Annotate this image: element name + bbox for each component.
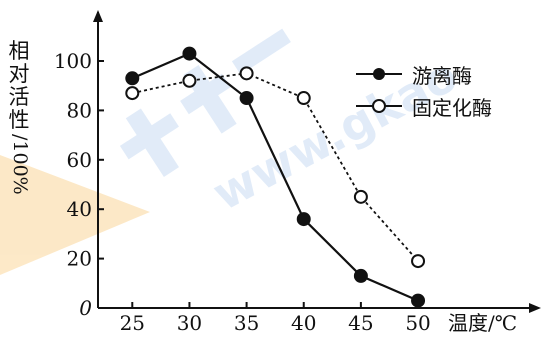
data-point — [182, 46, 197, 61]
y-tick-label: 20 — [67, 247, 92, 271]
legend-item-immobilized-enzyme: 固定化酶 — [356, 90, 492, 122]
x-axis-label: 温度/℃ — [448, 311, 517, 335]
y-label-char: 相 — [8, 39, 30, 63]
x-ticks: 25 30 35 40 45 50 — [120, 302, 431, 335]
x-tick-label: 45 — [348, 311, 373, 335]
y-label-char: 对 — [8, 62, 30, 86]
data-point — [125, 71, 140, 86]
x-tick-label: 25 — [120, 311, 145, 335]
x-tick-label: 30 — [177, 311, 202, 335]
y-label-char: 活 — [8, 85, 30, 109]
series-points — [125, 46, 426, 308]
series-lines — [131, 52, 419, 302]
y-label-unit: /100% — [9, 134, 31, 195]
y-tick-label: 100 — [54, 49, 92, 73]
data-point — [239, 66, 254, 81]
data-point — [296, 212, 311, 227]
y-axis-arrow — [93, 10, 103, 22]
series-line-0 — [131, 52, 419, 302]
y-label-char: 性 — [8, 108, 30, 132]
legend: 游离酶 固定化酶 — [356, 58, 492, 122]
open-circle-marker-icon — [356, 99, 402, 113]
x-tick-label: 50 — [405, 311, 430, 335]
legend-label: 固定化酶 — [412, 95, 492, 120]
data-point — [353, 189, 368, 204]
y-ticks: 0 20 40 60 80 100 — [54, 49, 104, 320]
filled-circle-marker-icon — [356, 68, 402, 80]
legend-item-free-enzyme: 游离酶 — [356, 58, 492, 90]
y-axis-label: 相 对 活 性 /100% — [8, 39, 32, 195]
data-point — [411, 254, 426, 269]
x-axis-arrow — [529, 303, 541, 313]
y-tick-label: 40 — [67, 197, 92, 221]
data-point — [296, 91, 311, 106]
y-tick-label: 60 — [67, 148, 92, 172]
data-point — [182, 73, 197, 88]
y-tick-label: 80 — [67, 98, 92, 122]
data-point — [239, 91, 254, 106]
data-point — [353, 268, 368, 283]
data-point — [125, 86, 140, 101]
series-line-1 — [132, 72, 419, 262]
data-point — [411, 293, 426, 308]
x-tick-label: 40 — [291, 311, 316, 335]
x-tick-label: 35 — [234, 311, 259, 335]
y-tick-label: 0 — [79, 296, 92, 320]
legend-label: 游离酶 — [412, 63, 472, 88]
